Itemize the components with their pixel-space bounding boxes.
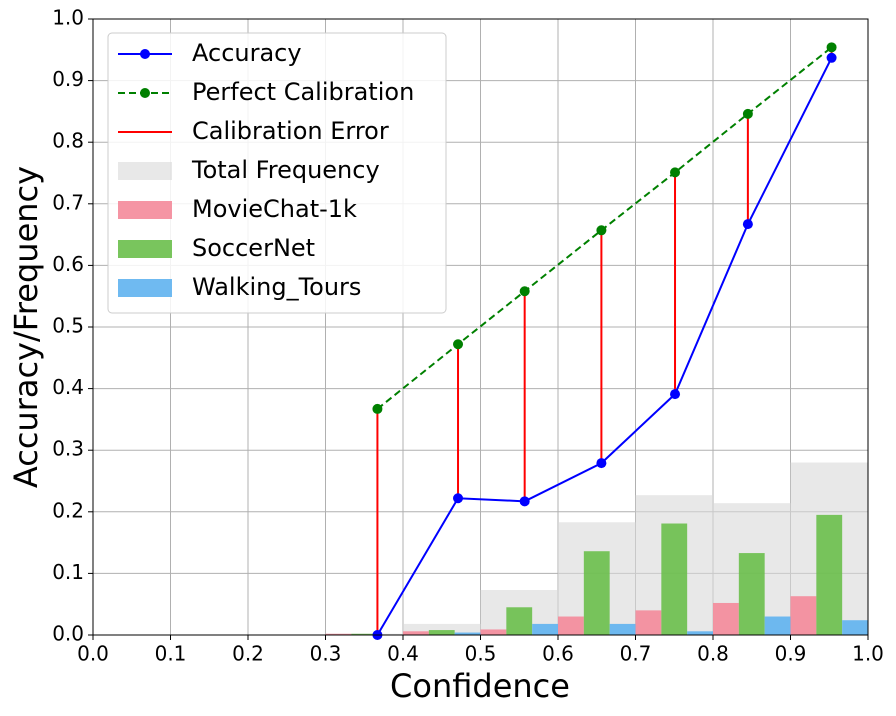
frequency-bar — [558, 616, 584, 635]
point — [453, 339, 464, 350]
point — [372, 403, 383, 414]
legend-label: SoccerNet — [192, 234, 315, 262]
x-axis-label: Confidence — [390, 667, 570, 705]
frequency-bar — [583, 551, 610, 635]
x-tick-label: 0.0 — [77, 642, 109, 666]
x-tick-label: 0.7 — [620, 642, 652, 666]
y-tick-label: 0.4 — [52, 375, 84, 399]
frequency-bar — [687, 631, 713, 635]
x-tick-label: 0.4 — [387, 642, 419, 666]
point — [742, 108, 753, 119]
legend-box — [107, 32, 447, 314]
legend-swatch — [140, 49, 150, 59]
legend-swatch — [118, 201, 172, 219]
x-tick-label: 1.0 — [852, 642, 884, 666]
point — [670, 389, 681, 400]
y-tick-label: 0.6 — [52, 252, 84, 276]
frequency-bar — [454, 632, 481, 635]
frequency-bar — [635, 610, 662, 635]
legend-label: Walking_Tours — [192, 273, 361, 301]
frequency-bar — [506, 607, 533, 635]
y-tick-label: 0.2 — [52, 498, 84, 522]
legend-label: MovieChat-1k — [192, 195, 357, 223]
legend-label: Perfect Calibration — [192, 78, 414, 106]
legend-label: Total Frequency — [191, 156, 380, 184]
y-tick-label: 0.9 — [52, 67, 84, 91]
total-frequency-bar — [403, 623, 481, 635]
y-tick-label: 0.8 — [52, 129, 84, 153]
y-tick-label: 0.3 — [52, 437, 84, 461]
x-tick-label: 0.3 — [310, 642, 342, 666]
x-tick-label: 0.2 — [232, 642, 264, 666]
point — [826, 52, 837, 63]
y-tick-label: 0.1 — [52, 560, 84, 584]
x-tick-label: 0.1 — [155, 642, 187, 666]
y-tick-label: 0.7 — [52, 190, 84, 214]
frequency-bar — [790, 596, 817, 635]
point — [519, 496, 530, 507]
legend-label: Calibration Error — [192, 117, 389, 145]
legend-swatch — [140, 88, 150, 98]
x-tick-label: 0.8 — [697, 642, 729, 666]
frequency-bar — [816, 514, 843, 635]
y-tick-label: 0.0 — [52, 622, 84, 646]
frequency-bar — [738, 553, 765, 635]
point — [596, 458, 607, 469]
frequency-bar — [713, 602, 739, 635]
frequency-bar — [351, 633, 378, 635]
point — [519, 286, 530, 297]
x-tick-label: 0.5 — [465, 642, 497, 666]
point — [596, 225, 607, 236]
y-tick-label: 0.5 — [52, 314, 84, 338]
frequency-bar — [480, 629, 507, 635]
point — [826, 42, 837, 53]
point — [453, 493, 464, 504]
legend-swatch — [118, 240, 172, 258]
x-tick-label: 0.9 — [775, 642, 807, 666]
frequency-bar — [764, 616, 791, 635]
frequency-bar — [532, 623, 558, 635]
frequency-bar — [661, 523, 688, 635]
x-tick-label: 0.6 — [542, 642, 574, 666]
frequency-bar — [325, 633, 352, 635]
point — [742, 219, 753, 230]
y-tick-label: 1.0 — [52, 6, 84, 30]
legend-label: Accuracy — [192, 39, 302, 67]
plot-frame — [92, 18, 869, 636]
point — [670, 167, 681, 178]
frequency-bar — [403, 631, 429, 635]
y-axis-label: Accuracy/Frequency — [7, 166, 45, 488]
frequency-bar — [842, 620, 868, 635]
legend-swatch — [118, 279, 172, 297]
legend-swatch — [118, 162, 172, 180]
frequency-bar — [428, 630, 455, 635]
frequency-bar — [609, 623, 636, 635]
